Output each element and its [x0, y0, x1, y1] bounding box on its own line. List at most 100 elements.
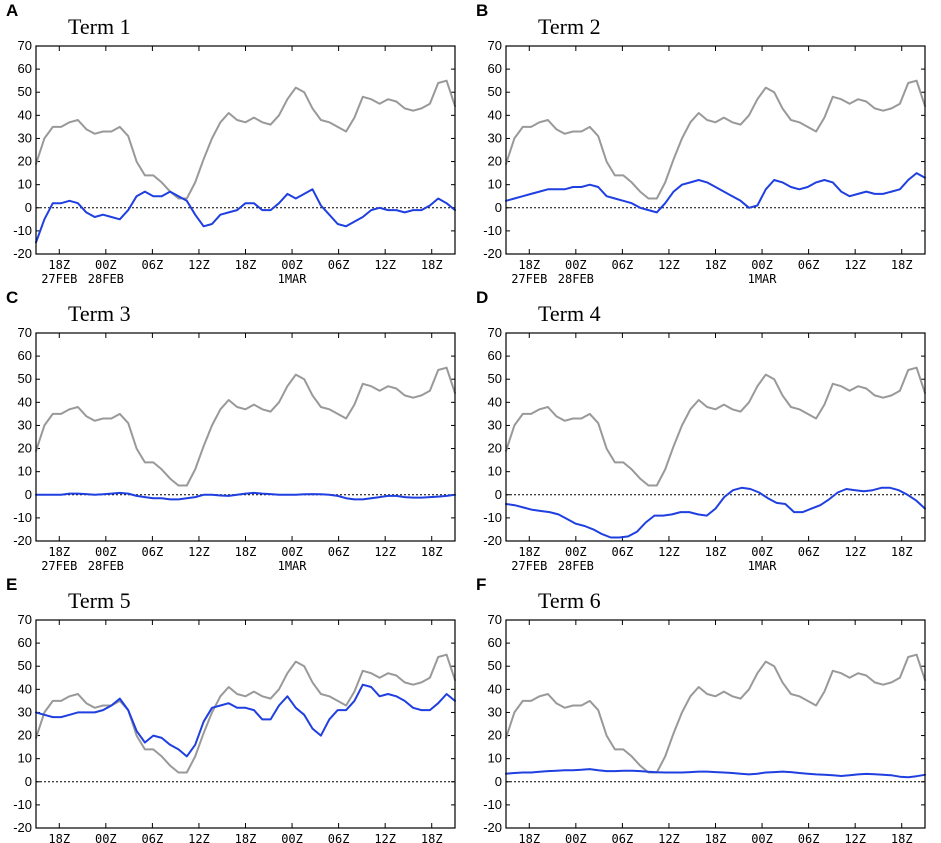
x-tick-label: 18Z — [705, 832, 727, 843]
y-tick-label: 20 — [18, 154, 32, 169]
x-tick-date-label: 1MAR — [748, 272, 778, 286]
x-tick-label: 00Z — [281, 258, 303, 272]
x-tick-date-label: 28FEB — [558, 559, 594, 573]
plot-frame — [35, 332, 456, 542]
y-tick-label: 10 — [18, 177, 32, 192]
y-tick-label: 40 — [488, 394, 502, 409]
x-tick-label: 18Z — [235, 258, 257, 272]
y-tick-label: -20 — [483, 533, 502, 548]
x-tick-date-label: 27FEB — [41, 272, 77, 286]
y-tick-label: 60 — [488, 635, 502, 650]
plot-frame — [505, 619, 926, 829]
y-tick-label: 10 — [18, 751, 32, 766]
x-tick-date-label: 1MAR — [748, 559, 778, 573]
x-tick-label: 18Z — [518, 832, 540, 843]
y-tick-label: 50 — [488, 658, 502, 673]
y-tick-label: 0 — [495, 200, 502, 215]
x-tick-label: 18Z — [518, 258, 540, 272]
y-tick-label: 70 — [18, 612, 32, 627]
plot-frame — [505, 45, 926, 255]
y-tick-label: 10 — [488, 177, 502, 192]
panel-title: Term 6 — [538, 588, 601, 613]
y-tick-label: 70 — [18, 38, 32, 53]
x-tick-label: 06Z — [798, 545, 820, 559]
y-tick-label: 50 — [18, 84, 32, 99]
x-tick-label: 06Z — [612, 545, 634, 559]
y-tick-label: 10 — [488, 751, 502, 766]
x-tick-label: 06Z — [142, 832, 164, 843]
gray-series-line — [35, 79, 456, 200]
y-tick-label: 30 — [488, 417, 502, 432]
x-tick-label: 06Z — [328, 832, 350, 843]
y-tick-label: 70 — [488, 612, 502, 627]
gray-series-line — [505, 653, 926, 774]
y-tick-label: 50 — [488, 371, 502, 386]
panel-title: Term 5 — [68, 588, 131, 613]
panel-letter: E — [6, 575, 17, 594]
y-tick-label: 50 — [18, 658, 32, 673]
y-tick-label: 30 — [18, 417, 32, 432]
y-tick-label: -20 — [13, 820, 32, 835]
y-tick-label: 10 — [18, 464, 32, 479]
y-tick-label: 20 — [18, 441, 32, 456]
x-tick-label: 12Z — [658, 258, 680, 272]
y-tick-label: -10 — [483, 510, 502, 525]
y-tick-label: 0 — [25, 774, 32, 789]
y-tick-label: -20 — [483, 246, 502, 261]
x-tick-label: 12Z — [844, 832, 866, 843]
x-tick-date-label: 27FEB — [41, 559, 77, 573]
x-tick-label: 00Z — [281, 832, 303, 843]
blue-series-line — [505, 486, 926, 539]
y-tick-label: 10 — [488, 464, 502, 479]
x-tick-label: 06Z — [142, 545, 164, 559]
x-tick-label: 18Z — [518, 545, 540, 559]
y-tick-label: -10 — [13, 510, 32, 525]
y-tick-label: -20 — [483, 820, 502, 835]
x-tick-date-label: 28FEB — [88, 559, 124, 573]
panel-title: Term 3 — [68, 301, 131, 326]
x-tick-date-label: 1MAR — [278, 272, 308, 286]
x-tick-label: 00Z — [565, 832, 587, 843]
panel-letter: B — [476, 1, 488, 20]
x-tick-date-label: 1MAR — [278, 559, 308, 573]
y-tick-label: -10 — [13, 797, 32, 812]
x-tick-label: 18Z — [421, 545, 443, 559]
y-tick-label: 30 — [18, 130, 32, 145]
x-tick-label: 06Z — [798, 258, 820, 272]
x-tick-date-label: 28FEB — [88, 272, 124, 286]
y-tick-label: 30 — [488, 130, 502, 145]
x-tick-label: 18Z — [891, 545, 913, 559]
x-tick-label: 12Z — [844, 545, 866, 559]
x-tick-label: 12Z — [374, 258, 396, 272]
y-tick-label: 60 — [18, 348, 32, 363]
x-tick-date-label: 27FEB — [511, 272, 547, 286]
x-tick-date-label: 27FEB — [511, 559, 547, 573]
x-tick-label: 18Z — [421, 832, 443, 843]
gray-series-line — [35, 653, 456, 774]
x-tick-label: 00Z — [751, 258, 773, 272]
x-tick-label: 18Z — [705, 258, 727, 272]
y-tick-label: 70 — [488, 325, 502, 340]
gray-series-line — [505, 366, 926, 487]
y-tick-label: -10 — [483, 223, 502, 238]
y-tick-label: 60 — [488, 348, 502, 363]
y-tick-label: 50 — [488, 84, 502, 99]
y-tick-label: 0 — [495, 487, 502, 502]
y-tick-label: 60 — [18, 61, 32, 76]
y-tick-label: 60 — [488, 61, 502, 76]
x-tick-label: 06Z — [612, 258, 634, 272]
x-tick-label: 18Z — [48, 832, 70, 843]
x-tick-label: 06Z — [798, 832, 820, 843]
x-tick-label: 18Z — [48, 258, 70, 272]
x-tick-label: 06Z — [612, 832, 634, 843]
blue-series-line — [35, 683, 456, 758]
y-tick-label: 20 — [18, 728, 32, 743]
x-tick-label: 00Z — [751, 832, 773, 843]
x-tick-label: 18Z — [235, 832, 257, 843]
y-tick-label: -10 — [483, 797, 502, 812]
x-tick-label: 00Z — [95, 258, 117, 272]
